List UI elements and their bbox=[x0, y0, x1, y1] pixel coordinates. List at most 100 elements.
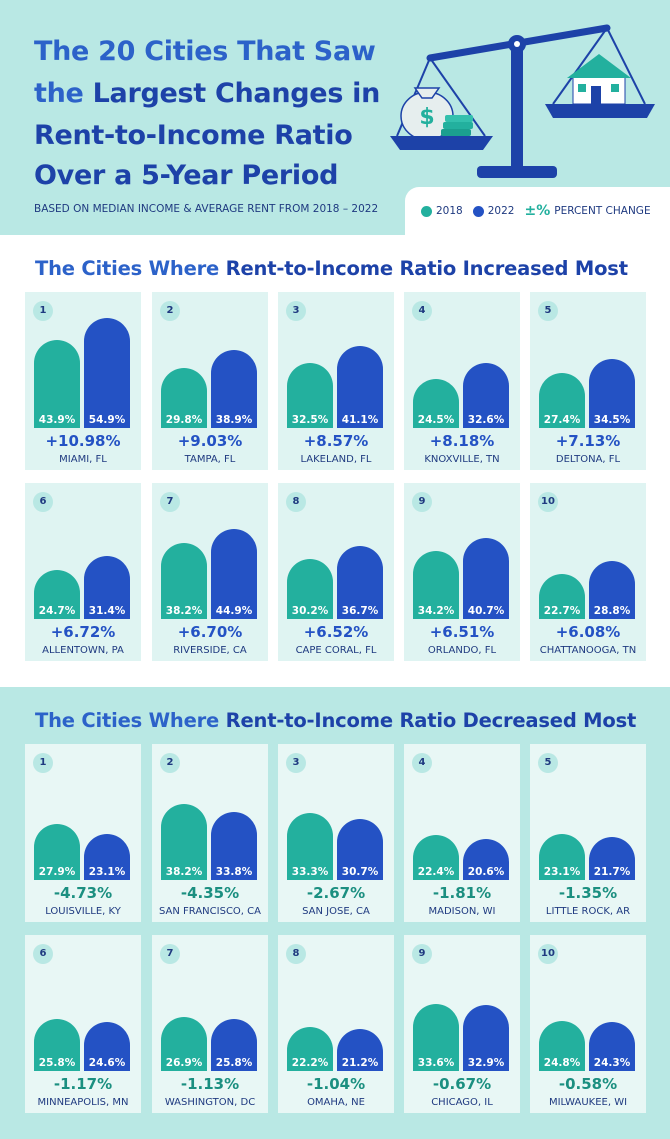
value-label-2018: 22.2% bbox=[291, 1057, 329, 1069]
percent-change: -1.04% bbox=[306, 1075, 366, 1093]
bar-2018 bbox=[539, 373, 585, 428]
percent-change: +6.72% bbox=[50, 623, 116, 641]
legend-label-2018: 2018 bbox=[436, 205, 463, 217]
rank-badge: 1 bbox=[33, 753, 53, 773]
bar-2018 bbox=[161, 803, 207, 880]
heading-highlight: Rent-to-Income Ratio Decreased Most bbox=[225, 709, 637, 732]
value-label-2018: 27.9% bbox=[38, 866, 76, 878]
value-label-2018: 24.5% bbox=[417, 414, 455, 426]
legend-panel bbox=[405, 187, 670, 235]
legend-label-percent: PERCENT CHANGE bbox=[554, 205, 651, 217]
legend: 2018 2022 ±% PERCENT CHANGE bbox=[421, 203, 661, 219]
city-card-10: 10 22.7% 28.8% +6.08% CHATTANOOGA, TN bbox=[530, 483, 646, 661]
city-name: KNOXVILLE, TN bbox=[424, 454, 500, 465]
bar-2018 bbox=[34, 824, 80, 880]
bar-2022 bbox=[589, 1022, 635, 1071]
value-label-2022: 44.9% bbox=[215, 605, 253, 617]
value-label-2018: 22.7% bbox=[543, 605, 581, 617]
balance-scale-icon: $ bbox=[390, 24, 655, 178]
rank-badge: 1 bbox=[33, 301, 53, 321]
city-name: MADISON, WI bbox=[428, 906, 496, 917]
bar-2018 bbox=[287, 1026, 333, 1071]
city-card-3: 3 33.3% 30.7% -2.67% SAN JOSE, CA bbox=[278, 744, 394, 922]
city-card-9: 9 34.2% 40.7% +6.51% ORLANDO, FL bbox=[404, 483, 520, 661]
rank-badge: 6 bbox=[33, 944, 53, 964]
bar-2018 bbox=[413, 835, 459, 880]
bar-2022 bbox=[337, 818, 383, 880]
percent-change: -0.58% bbox=[558, 1075, 618, 1093]
bar-2022 bbox=[337, 345, 383, 428]
city-card-6: 6 24.7% 31.4% +6.72% ALLENTOWN, PA bbox=[25, 483, 141, 661]
bar-2022 bbox=[463, 1005, 509, 1071]
value-label-2022: 28.8% bbox=[593, 605, 631, 617]
title-text: The 20 Cities That Saw bbox=[34, 36, 376, 67]
value-label-2018: 38.2% bbox=[165, 605, 203, 617]
percent-change: +6.70% bbox=[177, 623, 243, 641]
city-name: TAMPA, FL bbox=[184, 454, 236, 465]
percent-change-symbol: ±% bbox=[524, 203, 551, 219]
title-line-3: Rent-to-Income Ratio bbox=[34, 120, 353, 151]
value-label-2018: 29.8% bbox=[165, 414, 203, 426]
bar-2018 bbox=[161, 368, 207, 428]
city-card-5: 5 23.1% 21.7% -1.35% LITTLE ROCK, AR bbox=[530, 744, 646, 922]
rank-badge: 3 bbox=[286, 753, 306, 773]
bar-2018 bbox=[539, 1021, 585, 1071]
city-name: ORLANDO, FL bbox=[427, 645, 497, 656]
percent-change: -1.17% bbox=[53, 1075, 113, 1093]
rank-badge: 2 bbox=[160, 301, 180, 321]
city-name: DELTONA, FL bbox=[555, 454, 621, 465]
city-card-5: 5 27.4% 34.5% +7.13% DELTONA, FL bbox=[530, 292, 646, 470]
decreased-heading: The Cities Where Rent-to-Income Ratio De… bbox=[35, 709, 636, 732]
bar-2022 bbox=[211, 1019, 257, 1071]
legend-dot-2022 bbox=[472, 205, 484, 217]
bar-2018 bbox=[34, 1019, 80, 1071]
percent-change: +6.51% bbox=[429, 623, 495, 641]
percent-change: +8.57% bbox=[303, 432, 369, 450]
bar-2018 bbox=[34, 340, 80, 428]
city-name: CHATTANOOGA, TN bbox=[539, 645, 637, 656]
value-label-2022: 34.5% bbox=[593, 414, 631, 426]
city-card-3: 3 32.5% 41.1% +8.57% LAKELAND, FL bbox=[278, 292, 394, 470]
city-card-2: 2 29.8% 38.9% +9.03% TAMPA, FL bbox=[152, 292, 268, 470]
heading-text: The Cities Where bbox=[35, 257, 226, 280]
rank-badge: 8 bbox=[286, 492, 306, 512]
subtitle: BASED ON MEDIAN INCOME & AVERAGE RENT FR… bbox=[34, 203, 379, 215]
value-label-2018: 26.9% bbox=[165, 1057, 203, 1069]
bar-2022 bbox=[211, 529, 257, 619]
city-card-7: 7 38.2% 44.9% +6.70% RIVERSIDE, CA bbox=[152, 483, 268, 661]
bar-2018 bbox=[539, 573, 585, 619]
bar-2022 bbox=[84, 1021, 130, 1071]
value-label-2022: 24.3% bbox=[593, 1057, 631, 1069]
rank-badge: 10 bbox=[538, 492, 558, 512]
city-name: SAN FRANCISCO, CA bbox=[159, 906, 261, 917]
title-highlight: Rent-to-Income Ratio bbox=[34, 120, 353, 151]
value-label-2018: 22.4% bbox=[417, 866, 455, 878]
city-name: RIVERSIDE, CA bbox=[173, 645, 247, 656]
dollar-sign: $ bbox=[419, 105, 434, 130]
city-card-8: 8 22.2% 21.2% -1.04% OMAHA, NE bbox=[278, 935, 394, 1113]
value-label-2018: 27.4% bbox=[543, 414, 581, 426]
city-card-4: 4 24.5% 32.6% +8.18% KNOXVILLE, TN bbox=[404, 292, 520, 470]
bar-2018 bbox=[539, 833, 585, 880]
percent-change: -1.13% bbox=[180, 1075, 240, 1093]
bar-2022 bbox=[84, 833, 130, 880]
rank-badge: 5 bbox=[538, 301, 558, 321]
city-card-7: 7 26.9% 25.8% -1.13% WASHINGTON, DC bbox=[152, 935, 268, 1113]
city-name: MIAMI, FL bbox=[59, 454, 107, 465]
value-label-2018: 30.2% bbox=[291, 605, 329, 617]
legend-item-percent: ±% PERCENT CHANGE bbox=[524, 203, 650, 219]
value-label-2022: 41.1% bbox=[341, 414, 379, 426]
title-line-1: The 20 Cities That Saw bbox=[34, 36, 376, 67]
city-card-1: 1 27.9% 23.1% -4.73% LOUISVILLE, KY bbox=[25, 744, 141, 922]
percent-change: -2.67% bbox=[306, 884, 366, 902]
rank-badge: 9 bbox=[412, 944, 432, 964]
bar-2022 bbox=[337, 1028, 383, 1071]
title-highlight: Over a 5-Year Period bbox=[34, 160, 339, 191]
rank-badge: 6 bbox=[33, 492, 53, 512]
city-name: CHICAGO, IL bbox=[431, 1097, 493, 1108]
city-name: SAN JOSE, CA bbox=[302, 906, 370, 917]
money-bag-icon: $ bbox=[400, 87, 473, 141]
title-text: the bbox=[34, 78, 93, 109]
value-label-2022: 30.7% bbox=[341, 866, 379, 878]
bar-2018 bbox=[161, 542, 207, 619]
